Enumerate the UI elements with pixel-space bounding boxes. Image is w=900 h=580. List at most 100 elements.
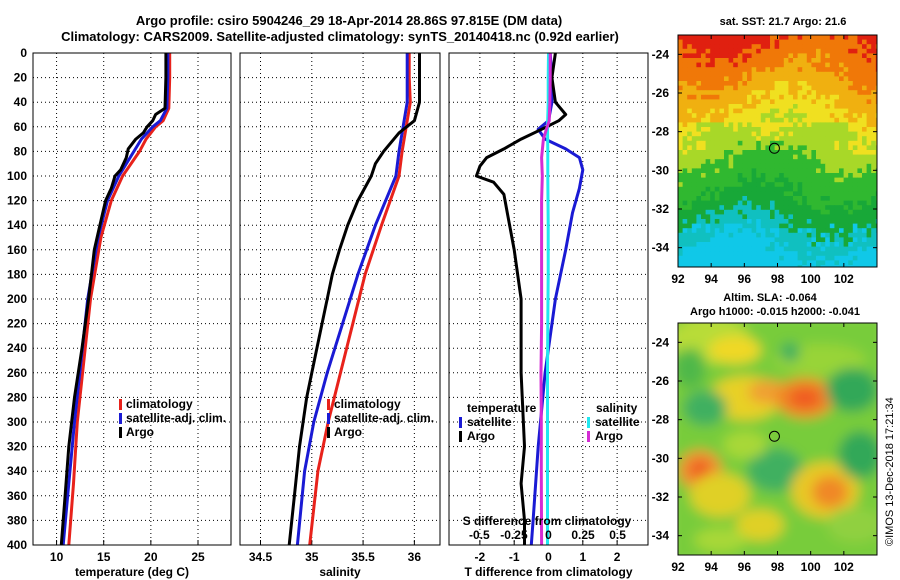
sst-pixel	[701, 117, 706, 123]
sst-pixel	[857, 163, 863, 169]
sst-pixel	[710, 117, 716, 123]
sst-pixel	[793, 104, 798, 109]
sst-pixel	[843, 145, 849, 151]
sst-pixel	[678, 99, 683, 105]
sst-pixel	[797, 76, 803, 82]
sst-pixel	[742, 58, 748, 63]
sst-pixel	[770, 186, 775, 192]
sst-pixel	[857, 81, 863, 86]
sst-pixel	[678, 182, 683, 188]
sst-pixel	[862, 117, 867, 123]
sst-pixel	[765, 117, 771, 123]
sst-pixel	[788, 58, 794, 63]
sst-pixel	[816, 94, 821, 100]
sst-pixel	[774, 58, 780, 63]
sst-pixel	[770, 48, 775, 54]
sst-pixel	[678, 191, 683, 197]
sst-pixel	[820, 39, 826, 45]
sst-pixel	[797, 90, 803, 96]
sst-pixel	[862, 237, 867, 243]
sst-pixel	[862, 131, 867, 137]
sst-pixel	[751, 71, 757, 77]
sst-pixel	[696, 131, 702, 137]
sst-pixel	[816, 219, 821, 224]
sst-pixel	[714, 246, 720, 252]
sla-anomaly-blob	[736, 509, 784, 541]
sst-pixel	[691, 177, 697, 183]
sst-pixel	[820, 113, 826, 119]
sst-pixel	[862, 85, 867, 91]
sst-pixel	[719, 131, 725, 137]
sst-pixel	[696, 237, 702, 243]
sst-pixel	[719, 117, 725, 123]
sst-pixel	[820, 154, 826, 160]
sst-pixel	[678, 150, 683, 155]
sst-pixel	[691, 196, 697, 201]
sst-pixel	[834, 131, 840, 137]
sst-pixel	[737, 67, 743, 73]
sst-pixel	[682, 67, 688, 73]
sst-pixel	[687, 242, 693, 247]
sst-pixel	[802, 122, 808, 128]
sst-pixel	[724, 163, 729, 169]
sst-pixel	[816, 154, 821, 160]
map-x-tick-label: 100	[801, 560, 821, 574]
sst-pixel	[848, 85, 854, 91]
sst-pixel	[728, 90, 734, 96]
sst-pixel	[696, 62, 702, 68]
sst-pixel	[811, 58, 817, 63]
sst-pixel	[793, 232, 798, 238]
sst-pixel	[788, 145, 794, 151]
sst-pixel	[866, 186, 872, 192]
sst-pixel	[714, 85, 720, 91]
sst-pixel	[733, 127, 739, 132]
sst-pixel	[788, 90, 794, 96]
sst-pixel	[816, 237, 821, 243]
sst-pixel	[687, 94, 693, 100]
sst-pixel	[848, 127, 854, 132]
sst-pixel	[779, 159, 785, 165]
sst-pixel	[710, 246, 716, 252]
sst-pixel	[806, 196, 812, 201]
sst-pixel	[774, 48, 780, 54]
sst-pixel	[691, 209, 697, 215]
sst-pixel	[797, 99, 803, 105]
sst-pixel	[793, 67, 798, 73]
sst-pixel	[797, 85, 803, 91]
sst-pixel	[839, 90, 844, 96]
sst-pixel	[756, 209, 762, 215]
sst-pixel	[696, 35, 702, 40]
sst-pixel	[811, 163, 817, 169]
depth-tick-label: 360	[7, 489, 27, 503]
sst-pixel	[728, 150, 734, 155]
profile-panels: 0204060801001201401601802002202402602803…	[7, 46, 649, 579]
sst-pixel	[724, 127, 729, 132]
sst-pixel	[806, 223, 812, 229]
sst-pixel	[866, 108, 872, 114]
argo-location-marker	[768, 142, 780, 154]
sst-pixel	[682, 265, 688, 267]
sst-pixel	[701, 76, 706, 82]
sst-pixel	[793, 228, 798, 234]
sst-pixel	[825, 205, 831, 211]
sst-pixel	[852, 163, 858, 169]
sst-pixel	[696, 214, 702, 220]
sst-pixel	[774, 127, 780, 132]
sst-pixel	[779, 94, 785, 100]
sst-pixel	[783, 191, 789, 197]
sst-map	[678, 35, 877, 267]
sst-pixel	[816, 209, 821, 215]
sst-pixel	[719, 265, 725, 267]
sst-pixel	[811, 182, 817, 188]
sst-pixel	[829, 186, 835, 192]
sst-pixel	[682, 94, 688, 100]
sst-pixel	[705, 81, 711, 86]
sst-pixel	[829, 122, 835, 128]
sst-pixel	[765, 186, 771, 192]
sst-pixel	[843, 140, 849, 146]
sst-pixel	[783, 177, 789, 183]
sst-pixel	[871, 145, 877, 151]
sst-pixel	[793, 140, 798, 146]
sst-pixel	[852, 214, 858, 220]
